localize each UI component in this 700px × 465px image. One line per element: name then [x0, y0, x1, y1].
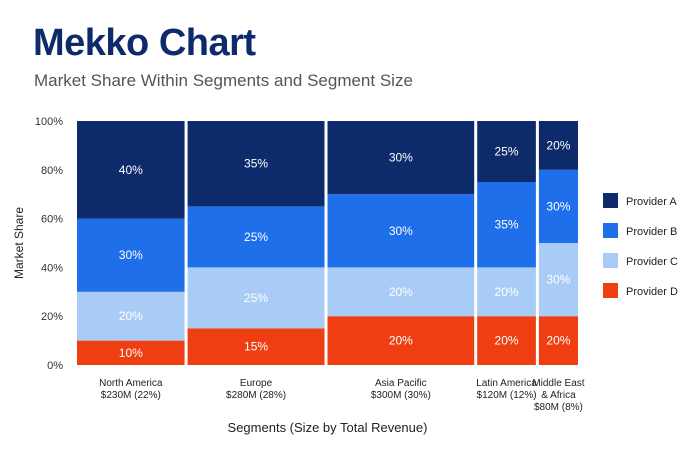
- data-label: 30%: [546, 199, 570, 213]
- legend-label: Provider A: [626, 196, 677, 208]
- data-label: 20%: [389, 285, 413, 299]
- x-category-label: Middle East: [532, 378, 584, 389]
- mekko-segment: [477, 267, 536, 317]
- legend-swatch: [603, 193, 618, 208]
- mekko-segment: [477, 182, 536, 268]
- mekko-segment: [477, 316, 536, 365]
- y-tick-label: 20%: [41, 311, 63, 323]
- legend-swatch: [603, 283, 618, 298]
- data-label: 20%: [546, 334, 570, 348]
- data-label: 30%: [389, 224, 413, 238]
- mekko-segment: [77, 121, 185, 219]
- mekko-segment: [477, 121, 536, 182]
- y-axis-title: Market Share: [12, 207, 26, 279]
- mekko-segment: [538, 316, 578, 365]
- y-tick-label: 40%: [41, 262, 63, 274]
- y-tick-label: 100%: [35, 116, 63, 128]
- x-category-label: & Africa: [541, 390, 576, 401]
- data-label: 20%: [546, 138, 570, 152]
- data-label: 30%: [119, 248, 143, 262]
- mekko-segment: [327, 194, 475, 268]
- mekko-segment: [538, 243, 578, 317]
- legend-swatch: [603, 223, 618, 238]
- data-label: 20%: [119, 309, 143, 323]
- x-category-label: Latin America: [476, 378, 537, 389]
- legend-swatch: [603, 253, 618, 268]
- y-tick-label: 0%: [47, 360, 63, 372]
- y-tick-label: 60%: [41, 214, 63, 226]
- mekko-segment: [187, 206, 325, 268]
- data-label: 20%: [495, 285, 519, 299]
- legend-label: Provider D: [626, 286, 678, 298]
- data-label: 25%: [244, 230, 268, 244]
- x-category-size: $280M (28%): [226, 390, 286, 401]
- data-label: 30%: [546, 273, 570, 287]
- y-tick-label: 80%: [41, 165, 63, 177]
- chart-subtitle: Market Share Within Segments and Segment…: [34, 71, 413, 90]
- x-category-label: North America: [99, 378, 163, 389]
- data-label: 10%: [119, 346, 143, 360]
- mekko-segment: [77, 340, 185, 365]
- legend-label: Provider C: [626, 256, 678, 268]
- data-label: 40%: [119, 163, 143, 177]
- data-label: 20%: [389, 334, 413, 348]
- mekko-segment: [77, 291, 185, 341]
- data-label: 30%: [389, 151, 413, 165]
- chart-title: Mekko Chart: [33, 22, 256, 64]
- x-category-label: Europe: [240, 378, 273, 389]
- mekko-segment: [187, 121, 325, 207]
- x-category-label: Asia Pacific: [375, 378, 427, 389]
- mekko-segment: [187, 267, 325, 329]
- x-category-size: $300M (30%): [371, 390, 431, 401]
- mekko-segment: [538, 121, 578, 170]
- mekko-segment: [187, 328, 325, 365]
- data-label: 35%: [244, 157, 268, 171]
- mekko-segment: [327, 121, 475, 195]
- data-label: 20%: [495, 334, 519, 348]
- legend-label: Provider B: [626, 226, 677, 238]
- x-axis-title: Segments (Size by Total Revenue): [228, 420, 428, 435]
- data-label: 15%: [244, 340, 268, 354]
- data-label: 25%: [495, 145, 519, 159]
- x-category-size: $80M (8%): [534, 402, 583, 413]
- mekko-segment: [327, 316, 475, 365]
- mekko-segment: [327, 267, 475, 317]
- data-label: 35%: [495, 218, 519, 232]
- x-category-size: $120M (12%): [477, 390, 537, 401]
- data-label: 25%: [244, 291, 268, 305]
- x-category-size: $230M (22%): [101, 390, 161, 401]
- mekko-segment: [77, 218, 185, 292]
- mekko-segment: [538, 169, 578, 243]
